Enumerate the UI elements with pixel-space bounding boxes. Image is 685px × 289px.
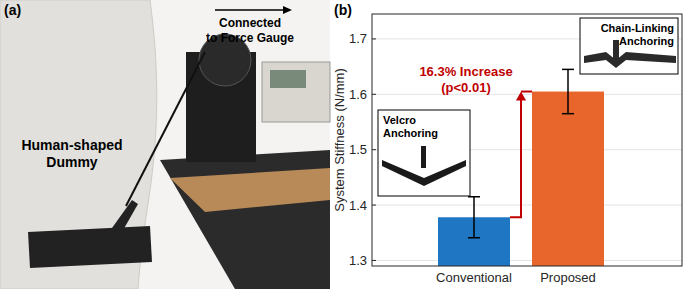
category-label: Proposed [540,270,596,285]
tick [372,149,376,150]
grid-line [372,260,682,261]
photo-panel: Human-shapedDummy Connectedto Force Gauge [0,0,330,289]
photo-label: Human-shaped [21,137,122,153]
inset-box [580,18,678,74]
error-bar [562,69,574,113]
cord [126,52,205,206]
tick [372,260,376,261]
tick [372,205,376,206]
error-cap [562,113,574,115]
error-line [567,69,569,113]
chart: 1.3 1.4 1.5 1.6 1.7 Conventional Proposed Syste… [332,14,682,285]
dummy [0,0,157,289]
tick-label: 1.7 [349,31,367,46]
error-cap [468,237,480,239]
table-top [160,150,330,289]
panel-label: (a) [4,2,21,18]
strap-buckle [112,200,138,232]
tick-label: 1.6 [349,87,367,102]
axis-frame [372,14,682,266]
figure: Human-shapedDummy Connectedto Force Gauge… [0,0,685,289]
inset-label: Chain-Linking [601,22,674,34]
photo-background [0,0,330,289]
error-bar [468,197,480,238]
inset: VelcroAnchoring [378,110,470,196]
tick-label: 1.3 [349,253,367,268]
inset-label: Velcro [383,114,416,126]
strap-icon [613,40,619,60]
inset-label: Anchoring [619,35,674,47]
photo-label: Dummy [46,154,98,170]
annotation: 16.3% Increase [419,64,512,79]
bracket-line [510,98,521,218]
inset: Chain-LinkingAnchoring [580,18,678,74]
y-axis-label: System Stiffness (N/mm) [332,68,347,212]
arrow-head [283,6,292,14]
force-gauge [262,62,330,122]
photo-label: to Force Gauge [206,31,294,45]
significance-bracket [510,92,532,218]
table-edge [170,168,330,212]
tick-label: 1.4 [349,198,367,213]
photo-label: Connected [219,16,281,30]
inset-label: Anchoring [383,127,438,139]
bar [532,92,604,266]
grid-line [372,205,682,206]
annotation: (p<0.01) [441,80,491,95]
error-line [473,197,475,238]
bracket-line [521,91,532,93]
panel-label: (b) [334,2,352,18]
inset-box [378,110,470,196]
grid-line [372,94,682,95]
tick [372,38,376,39]
category-label: Conventional [436,270,512,285]
strap [28,226,152,268]
plot-area [372,14,682,266]
arrow-line [215,9,286,11]
strap-icon [421,146,426,168]
bracket-arrow [516,92,526,101]
error-cap [562,69,574,71]
tick-label: 1.5 [349,142,367,157]
gauge-display [270,70,306,88]
tick [372,94,376,95]
strap-icon [584,52,676,68]
